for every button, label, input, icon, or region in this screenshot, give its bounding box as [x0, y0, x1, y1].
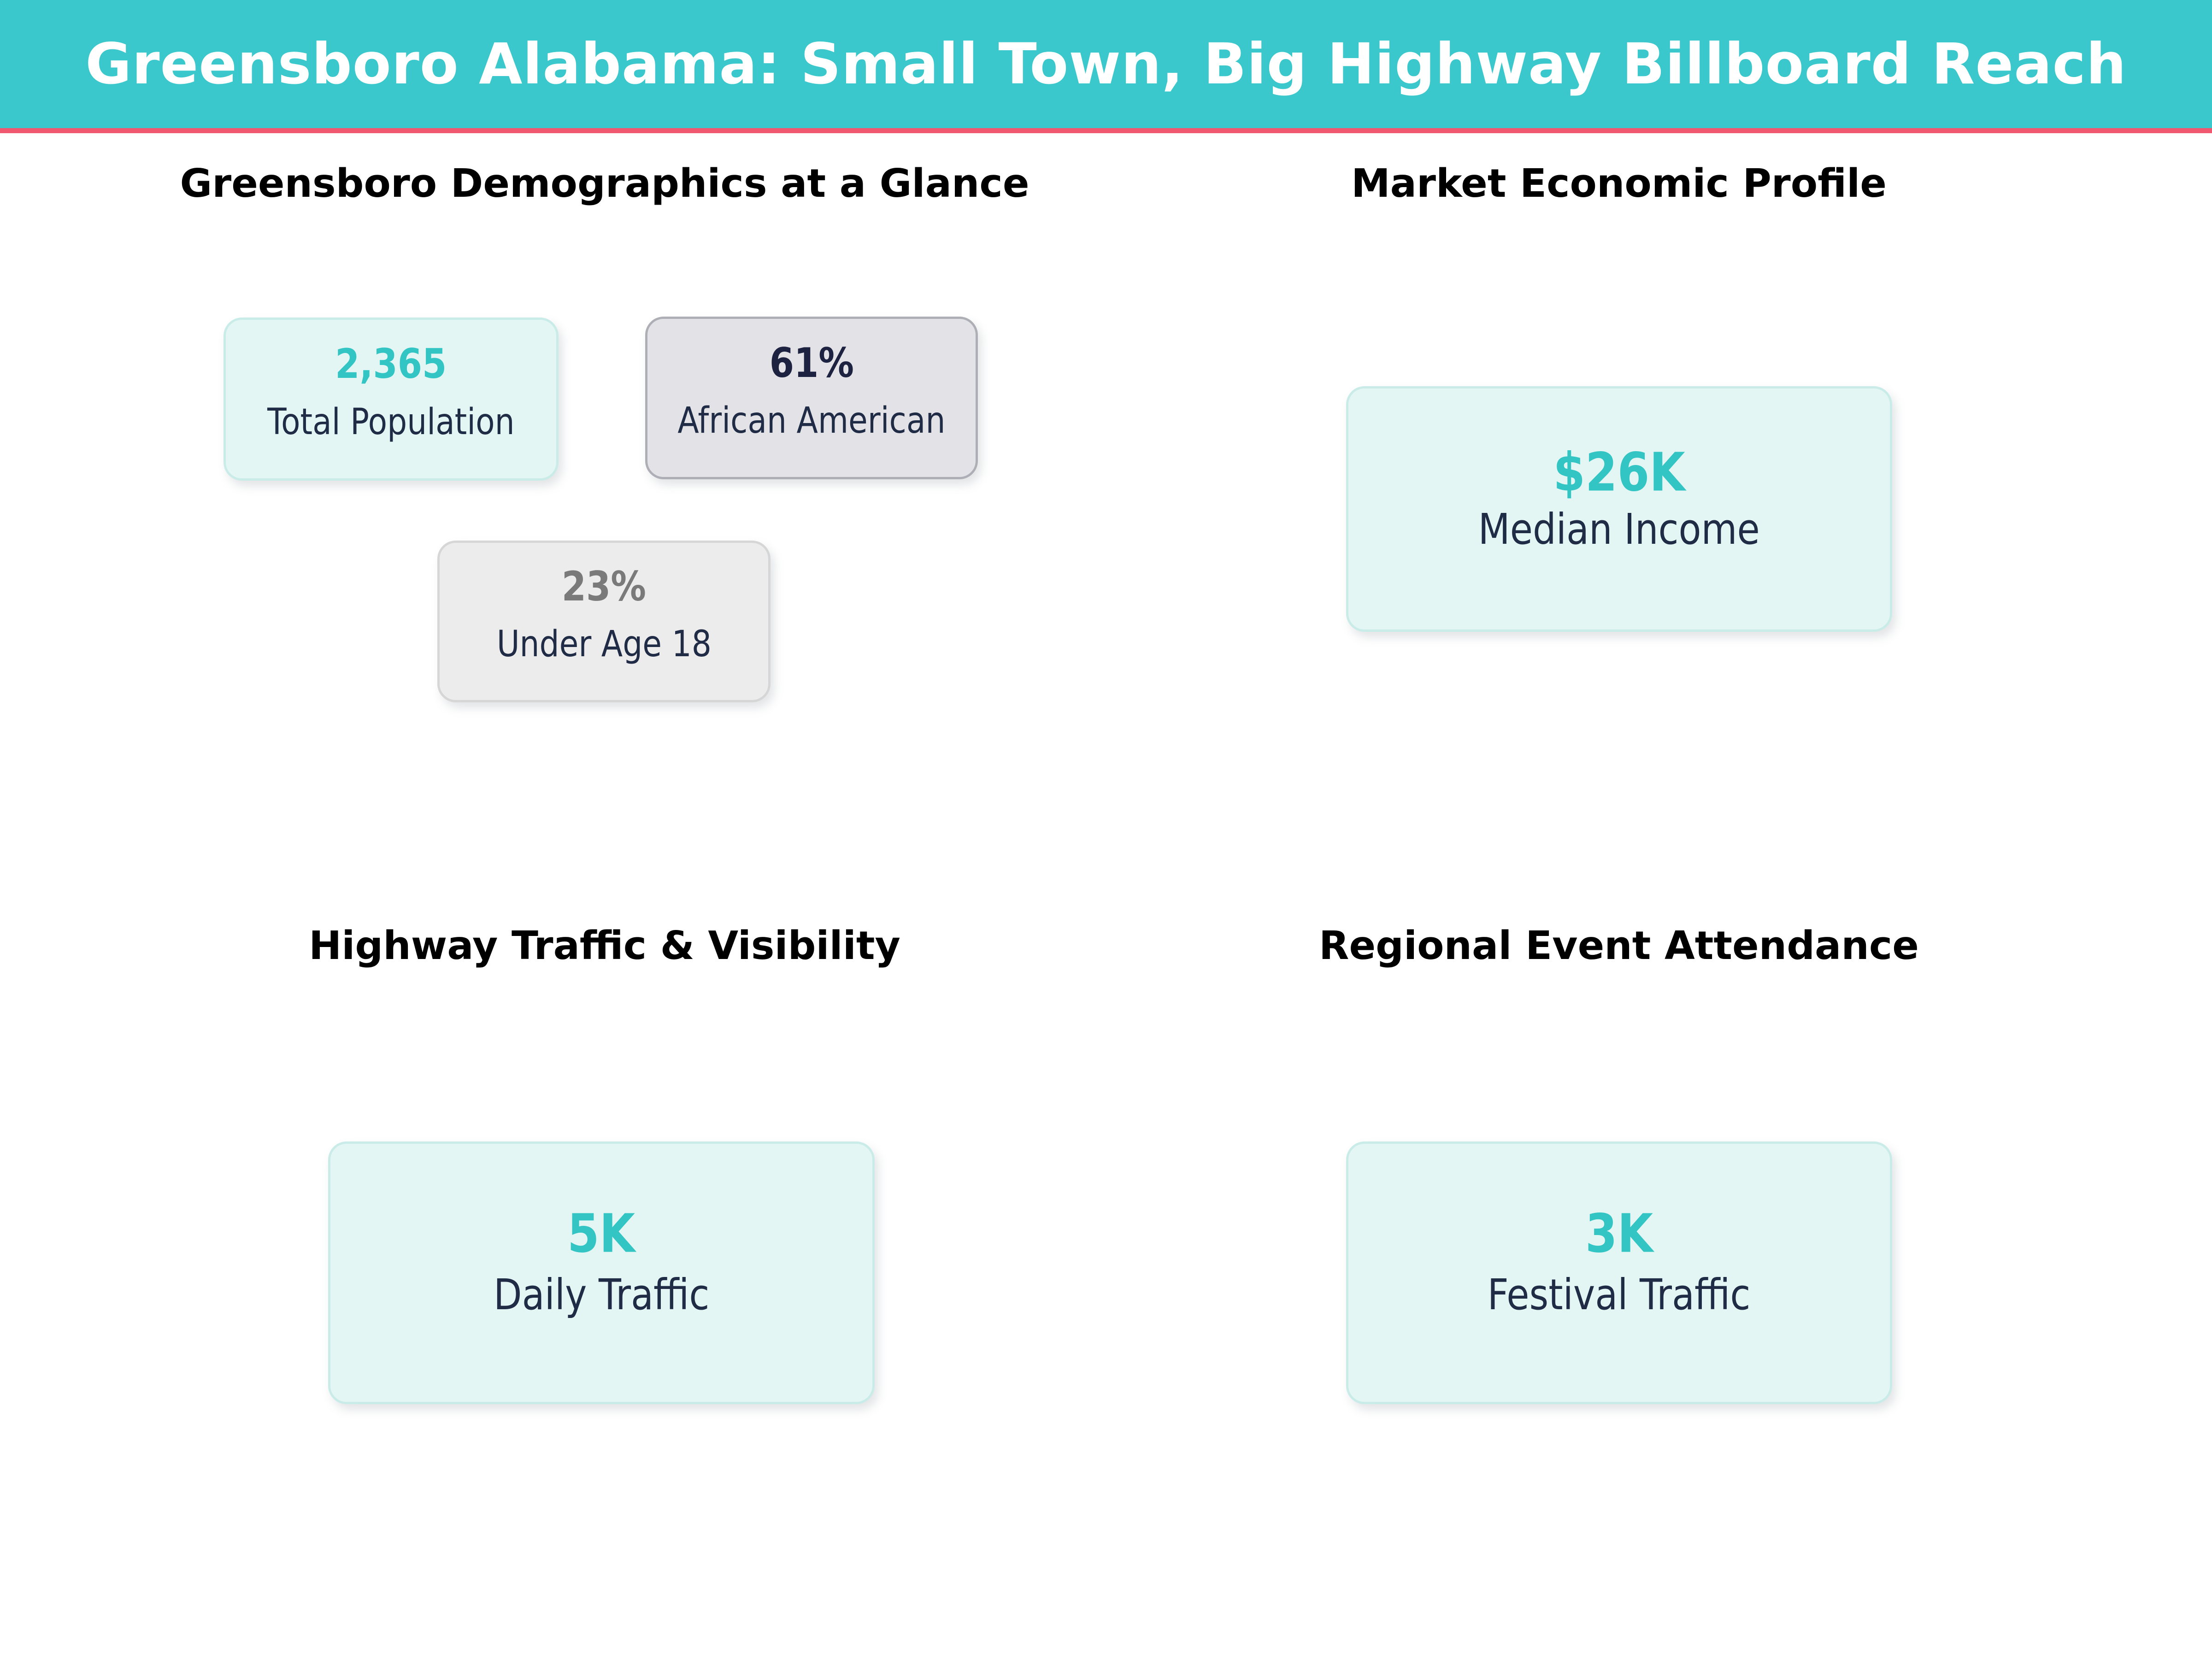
stat-label-text: Daily Traffic [493, 1270, 710, 1319]
section-title-demographics: Greensboro Demographics at a Glance [180, 160, 1030, 206]
stat-value-median-income: $26K [1348, 441, 1890, 504]
stat-label-daily-traffic: Daily Traffic [330, 1270, 872, 1319]
stat-label-festival-traffic: Festival Traffic [1348, 1270, 1890, 1319]
section-title-traffic: Highway Traffic & Visibility [309, 923, 900, 969]
stat-label-text: African American [677, 400, 946, 442]
header-banner: Greensboro Alabama: Small Town, Big High… [0, 0, 2212, 128]
stat-label-african-american: African American [647, 403, 976, 439]
stat-value-daily-traffic: 5K [330, 1203, 872, 1265]
stat-label-text: Total Population [267, 401, 515, 443]
stat-label-total-population: Total Population [226, 404, 556, 440]
stat-card-median-income: $26K Median Income [1346, 386, 1892, 632]
stat-card-under-age-18: 23% Under Age 18 [437, 541, 771, 702]
stat-value-total-population: 2,365 [226, 344, 556, 384]
stat-label-median-income: Median Income [1348, 508, 1890, 551]
stat-value-text: 3K [1585, 1203, 1653, 1265]
stat-label-text: Under Age 18 [496, 623, 712, 665]
stat-card-festival-traffic: 3K Festival Traffic [1346, 1141, 1892, 1404]
stat-card-african-american: 61% African American [645, 317, 978, 479]
stat-label-text: Festival Traffic [1488, 1270, 1751, 1319]
stat-value-text: 5K [567, 1203, 635, 1265]
stat-label-under-age-18: Under Age 18 [440, 626, 768, 662]
section-title-events: Regional Event Attendance [1319, 923, 1919, 969]
stat-label-text: Median Income [1478, 504, 1760, 554]
stat-value-text: $26K [1553, 441, 1685, 504]
header-accent-divider [0, 128, 2212, 133]
stat-value-text: 2,365 [335, 340, 447, 388]
page-title: Greensboro Alabama: Small Town, Big High… [85, 31, 2127, 97]
stat-value-african-american: 61% [647, 343, 976, 383]
stat-value-under-age-18: 23% [440, 566, 768, 607]
stat-card-total-population: 2,365 Total Population [224, 318, 559, 481]
stat-value-text: 23% [561, 563, 647, 611]
stat-card-daily-traffic: 5K Daily Traffic [328, 1141, 875, 1404]
section-title-economic: Market Economic Profile [1351, 160, 1887, 206]
stat-value-festival-traffic: 3K [1348, 1203, 1890, 1265]
stat-value-text: 61% [769, 339, 854, 387]
